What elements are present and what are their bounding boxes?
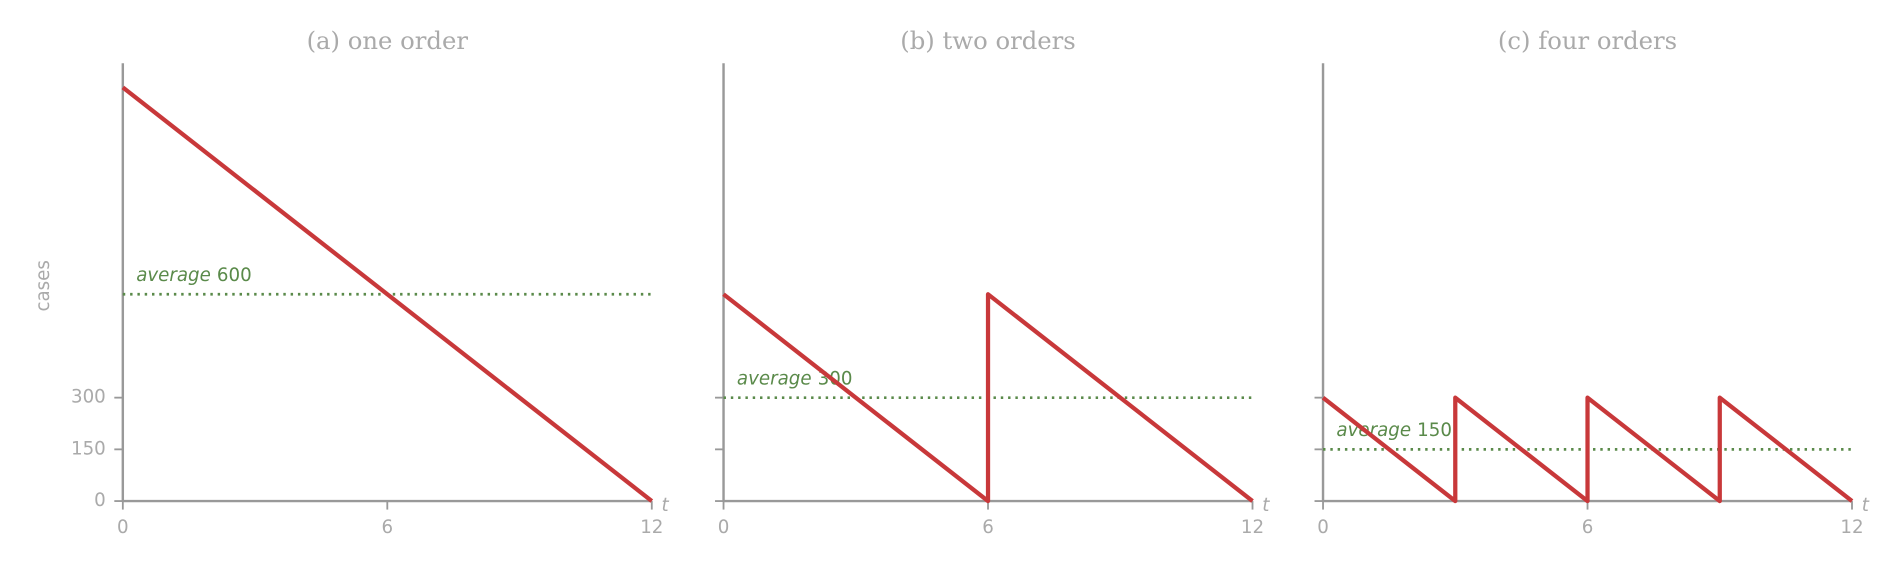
x-axis-label: t	[662, 495, 670, 516]
inventory-line	[722, 292, 1254, 504]
panel-title: (a) one order	[307, 26, 469, 55]
x-tick-label: 0	[1317, 517, 1329, 538]
average-word: average	[136, 265, 211, 286]
x-tick-label: 12	[1840, 517, 1863, 538]
y-tick-label: 0	[94, 490, 106, 511]
x-tick-label: 0	[718, 517, 730, 538]
x-tick-label: 12	[640, 517, 663, 538]
x-tick-label: 6	[381, 517, 393, 538]
x-axis-label: t	[1862, 495, 1870, 516]
y-axis-label: cases	[33, 260, 54, 311]
panel-title: (b) two orders	[900, 26, 1076, 55]
x-tick-label: 6	[982, 517, 994, 538]
x-tick-label: 12	[1241, 517, 1264, 538]
average-word: average	[737, 368, 812, 389]
x-axis-label: t	[1262, 495, 1270, 516]
x-tick-label: 0	[117, 517, 129, 538]
y-tick-label: 150	[71, 438, 106, 459]
inventory-line	[1321, 395, 1854, 504]
panel-title: (c) four orders	[1498, 26, 1677, 55]
average-value: 600	[217, 265, 252, 286]
average-label: average 600	[136, 265, 252, 286]
y-tick-label: 300	[71, 387, 106, 408]
average-value: 150	[1417, 420, 1452, 441]
inventory-line	[121, 85, 654, 503]
x-tick-label: 6	[1582, 517, 1594, 538]
